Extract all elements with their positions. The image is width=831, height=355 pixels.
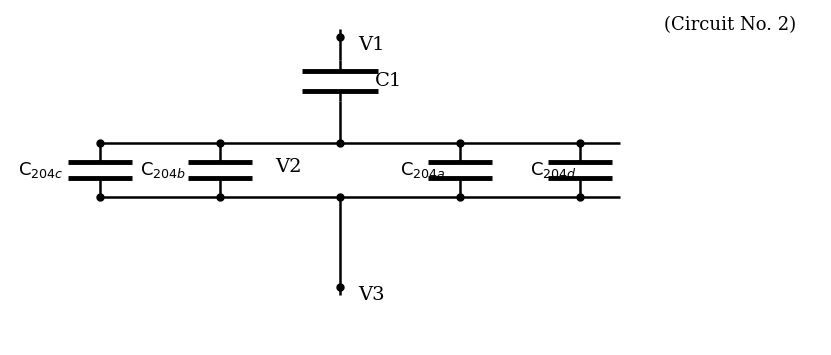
Text: $\mathrm{C}_{204d}$: $\mathrm{C}_{204d}$ <box>530 160 577 180</box>
Text: C1: C1 <box>375 72 402 90</box>
Text: $\mathrm{C}_{204a}$: $\mathrm{C}_{204a}$ <box>400 160 445 180</box>
Text: $\mathrm{C}_{204b}$: $\mathrm{C}_{204b}$ <box>140 160 186 180</box>
Text: V2: V2 <box>276 158 302 176</box>
Text: V1: V1 <box>358 36 385 54</box>
Text: (Circuit No. 2): (Circuit No. 2) <box>664 16 796 34</box>
Text: $\mathrm{C}_{204c}$: $\mathrm{C}_{204c}$ <box>18 160 63 180</box>
Text: V3: V3 <box>358 286 385 304</box>
